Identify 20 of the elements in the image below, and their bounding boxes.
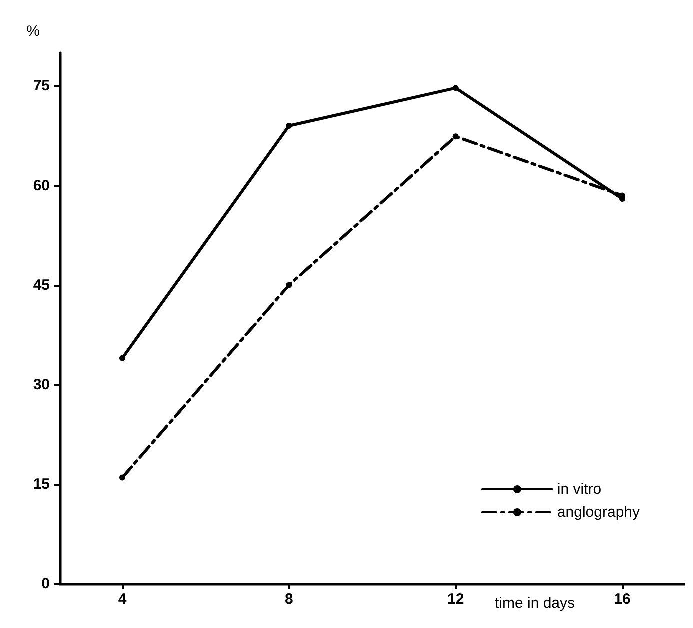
y-tick-label: 75 [33, 78, 50, 95]
x-tick-label: 16 [614, 591, 631, 608]
legend-label: in vitro [557, 481, 602, 498]
y-tick-label: 45 [33, 276, 50, 294]
y-tick-label: 0 [42, 576, 50, 592]
x-tick-label: 12 [447, 591, 464, 608]
legend-label: anglography [557, 504, 640, 521]
x-tick-label: 8 [284, 591, 294, 608]
point [120, 355, 126, 362]
y-tick-label: 15 [33, 476, 50, 493]
point [286, 123, 292, 130]
point [452, 134, 459, 140]
point [286, 282, 292, 288]
x-axis-title: time in days [494, 595, 576, 612]
y-axis-title: % [26, 23, 40, 40]
y-tick-label: 60 [33, 177, 50, 194]
y-tick-label: 30 [33, 376, 50, 394]
point [452, 85, 459, 92]
point [120, 474, 126, 481]
x-tick-label: 4 [118, 591, 128, 608]
